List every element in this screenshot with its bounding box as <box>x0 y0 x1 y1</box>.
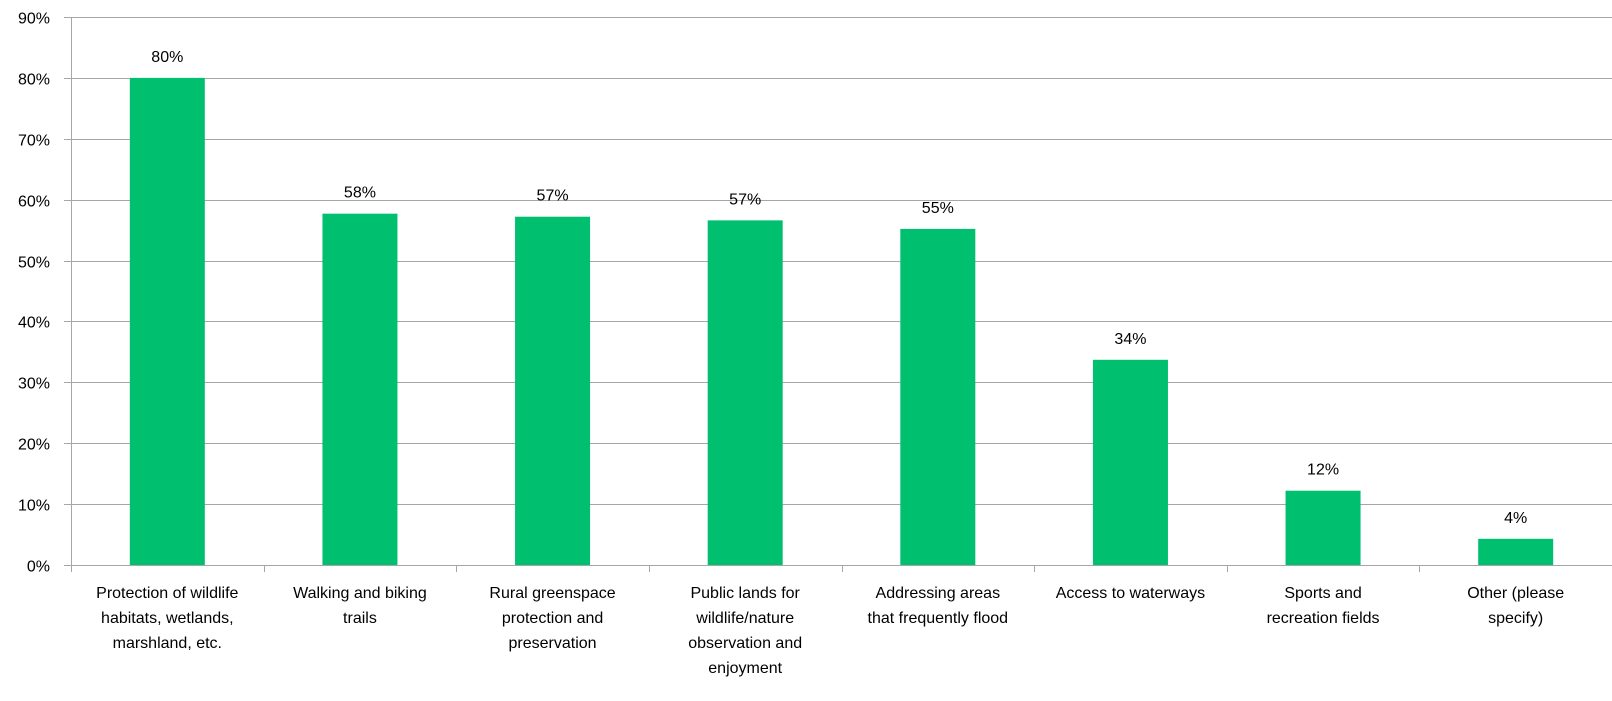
x-category-label-line: enjoyment <box>708 660 782 677</box>
x-category-label: Public lands for wildlife/nature observati… <box>688 585 802 677</box>
x-category-label-line: trails <box>343 610 377 627</box>
bar <box>1285 490 1361 565</box>
y-tick-label: 70% <box>18 133 50 150</box>
labels: 0% 10% 20% 30% 40% 50% 60% 70% 80% 90% 80% Protecti… <box>18 11 1564 678</box>
x-category-label-line: preservation <box>509 635 597 652</box>
x-category-label-line: Protection of wildlife <box>96 585 238 602</box>
x-category-label-line: that frequently flood <box>868 610 1009 627</box>
x-category-label: Sports and recreation fields <box>1267 585 1380 627</box>
y-tick-label: 50% <box>18 255 50 272</box>
x-category-label: Protection of wildlife habitats, wetlands… <box>96 585 238 652</box>
data-label: 4% <box>1504 510 1527 527</box>
bar <box>322 213 398 565</box>
bar <box>515 216 591 565</box>
x-category-label: Rural greenspace protection and preservati… <box>489 585 615 652</box>
data-label: 57% <box>729 191 761 208</box>
data-label: 12% <box>1307 462 1339 479</box>
x-category-label-line: marshland, etc. <box>113 635 222 652</box>
x-category-label-line: Addressing areas <box>876 585 1001 602</box>
x-category-label-line: observation and <box>688 635 802 652</box>
y-tick-label: 20% <box>18 437 50 454</box>
data-label: 80% <box>151 49 183 66</box>
y-tick-label: 60% <box>18 194 50 211</box>
x-category-label-line: Rural greenspace <box>489 585 615 602</box>
x-category-label-line: Access to waterways <box>1056 585 1205 602</box>
y-tick-label: 80% <box>18 72 50 89</box>
x-category-label-line: wildlife/nature <box>695 610 794 627</box>
x-category-label-line: recreation fields <box>1267 610 1380 627</box>
x-category-label-line: specify) <box>1488 610 1543 627</box>
axes <box>64 17 1612 572</box>
data-label: 58% <box>344 185 376 202</box>
bar <box>1478 538 1554 565</box>
bar <box>1092 359 1168 565</box>
y-tick-label: 90% <box>18 11 50 28</box>
y-tick-label: 0% <box>27 559 50 576</box>
x-category-label: Other (please specify) <box>1467 585 1564 627</box>
bar <box>707 220 783 565</box>
data-label: 55% <box>922 200 954 217</box>
x-category-label-line: Other (please <box>1467 585 1564 602</box>
y-tick-label: 40% <box>18 315 50 332</box>
y-tick-label: 30% <box>18 376 50 393</box>
x-category-label: Access to waterways <box>1056 585 1205 602</box>
bars <box>129 77 1554 566</box>
x-category-label-line: habitats, wetlands, <box>101 610 234 627</box>
data-label: 57% <box>537 188 569 205</box>
x-category-label: Addressing areas that frequently flood <box>868 585 1009 627</box>
x-category-label-line: Sports and <box>1284 585 1361 602</box>
y-tick-label: 10% <box>18 498 50 515</box>
gridlines <box>71 17 1612 505</box>
bar <box>129 77 205 565</box>
x-category-label: Walking and biking trails <box>293 585 427 627</box>
data-label: 34% <box>1114 331 1146 348</box>
bar <box>900 228 976 566</box>
x-category-label-line: Public lands for <box>690 585 800 602</box>
x-category-label-line: protection and <box>502 610 603 627</box>
x-category-label-line: Walking and biking <box>293 585 427 602</box>
